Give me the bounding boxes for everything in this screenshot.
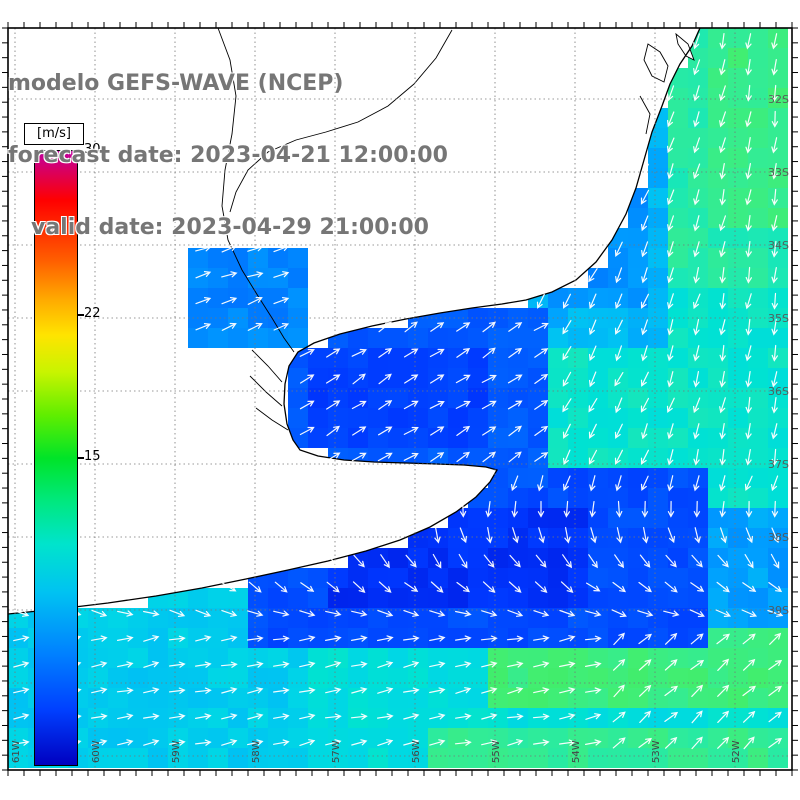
- lat-label: 32S: [768, 93, 789, 106]
- lon-label: 59W: [171, 740, 182, 763]
- lat-label: 34S: [768, 239, 789, 252]
- lon-label: 54W: [571, 740, 582, 763]
- colorbar-tick-mark: [77, 150, 84, 152]
- title-block: modelo GEFS-WAVE (NCEP) forecast date: 2…: [8, 24, 448, 264]
- forecast-date: forecast date: 2023-04-21 12:00:00: [8, 143, 448, 168]
- colorbar-tick-mark: [77, 457, 84, 459]
- valid-date: valid date: 2023-04-29 21:00:00: [8, 215, 429, 240]
- lat-label: 35S: [768, 312, 789, 325]
- grid-lines: [8, 28, 792, 770]
- model-title: modelo GEFS-WAVE (NCEP): [8, 71, 344, 96]
- lat-label: 38S: [768, 531, 789, 544]
- lon-label: 57W: [331, 740, 342, 763]
- colorbar-unit-label: [m/s]: [24, 123, 84, 145]
- axis-labels: 32S 33S 34S 35S 36S 37S 38S 39S 61W 60W 59W 58W 57W 5…: [11, 93, 789, 763]
- lon-label: 56W: [411, 740, 422, 763]
- coastline: [7, 27, 701, 615]
- lon-label: 55W: [491, 740, 502, 763]
- colorbar-gradient: [34, 150, 78, 766]
- colorbar-tick-label: 15: [84, 449, 101, 464]
- rivers: [217, 27, 695, 431]
- colorbar-tick-label: 30: [84, 142, 101, 157]
- lon-label: 61W: [11, 740, 22, 763]
- lon-label: 52W: [731, 740, 742, 763]
- lon-label: 60W: [91, 740, 102, 763]
- lat-label: 37S: [768, 458, 789, 471]
- map-frame: [2, 22, 798, 776]
- lat-label: 36S: [768, 385, 789, 398]
- lat-label: 39S: [768, 604, 789, 617]
- colorbar-tick-label: 22: [84, 305, 101, 321]
- inner-river-cells: [188, 248, 308, 348]
- lat-label: 33S: [768, 166, 789, 179]
- lon-label: 53W: [651, 740, 662, 763]
- lon-label: 58W: [251, 740, 262, 763]
- colorbar-tick-mark: [77, 313, 84, 316]
- land-mass: [8, 28, 700, 614]
